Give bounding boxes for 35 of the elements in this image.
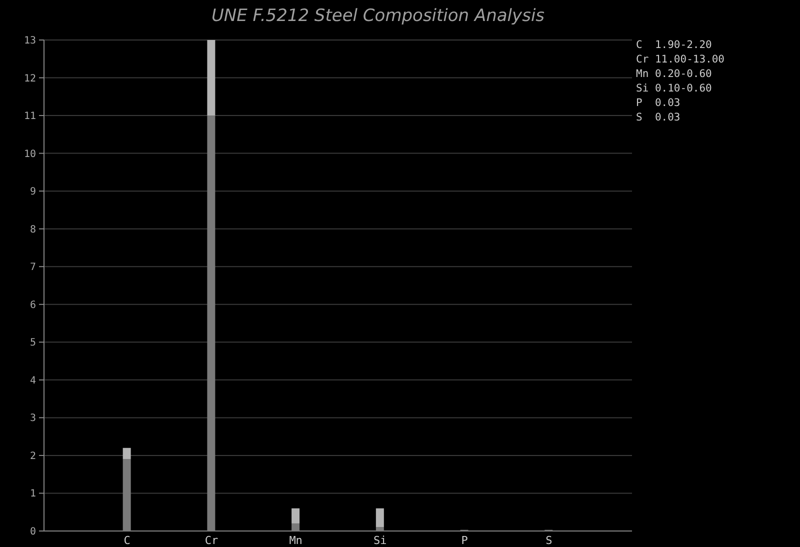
- bar: [292, 508, 300, 524]
- x-tick-label: Cr: [204, 534, 218, 547]
- text: P 0.03: [636, 97, 680, 109]
- text: C 1.90-2.20: [636, 39, 712, 51]
- x-tick-label: P: [461, 534, 468, 547]
- y-tick-label: 0: [30, 526, 36, 538]
- x-tick-label: S: [546, 534, 552, 547]
- y-tick-label: 8: [30, 224, 36, 236]
- bar: [122, 448, 131, 460]
- y-tick-label: 9: [30, 186, 36, 198]
- y-tick-label: 6: [30, 300, 36, 311]
- bar: [376, 527, 384, 531]
- y-tick-label: 1: [30, 488, 36, 500]
- bar: [376, 508, 384, 528]
- y-tick-label: 3: [30, 413, 36, 424]
- bar: [207, 40, 216, 116]
- y-tick-label: 5: [30, 338, 36, 349]
- x-tick-label: Si: [374, 534, 387, 547]
- x-tick-label: C: [124, 534, 130, 547]
- bar: [207, 116, 216, 531]
- text: Si 0.10-0.60: [636, 82, 712, 94]
- bar: [292, 523, 300, 531]
- y-tick-label: 2: [30, 450, 36, 462]
- x-tick-label: Mn: [289, 534, 302, 547]
- y-tick-label: 12: [24, 73, 36, 84]
- text: Mn 0.20-0.60: [636, 68, 712, 80]
- chart-title: UNE F.5212 Steel Composition Analysis: [211, 6, 545, 26]
- text: S 0.03: [636, 112, 680, 124]
- y-tick-label: 10: [24, 148, 36, 160]
- bar: [122, 459, 131, 531]
- y-tick-label: 7: [30, 262, 36, 274]
- y-tick-label: 13: [24, 36, 36, 46]
- y-tick-label: 11: [24, 111, 36, 122]
- text: Cr 11.00-13.00: [636, 54, 725, 66]
- y-tick-label: 4: [30, 375, 36, 386]
